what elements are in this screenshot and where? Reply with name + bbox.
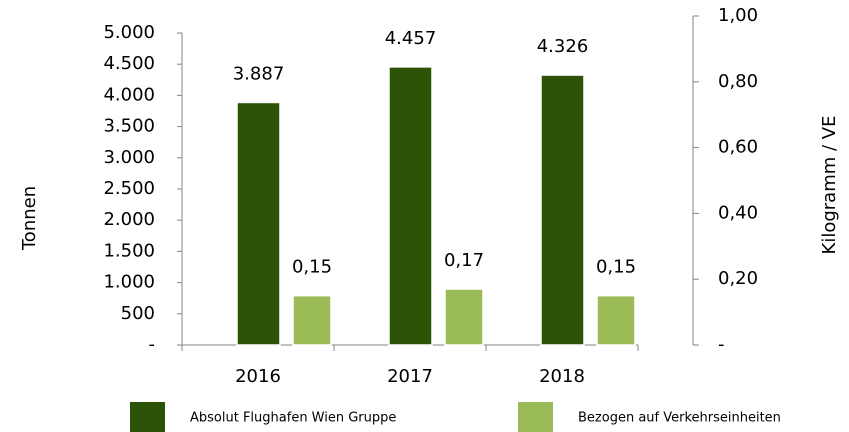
y2-tick-label: 0,40 bbox=[718, 202, 758, 223]
data-label: 0,15 bbox=[292, 257, 332, 278]
data-label: 4.326 bbox=[537, 36, 589, 57]
y2-axis-title: Kilogramm / VE bbox=[819, 116, 840, 255]
bar bbox=[292, 294, 332, 346]
y-axis-title: Tonnen bbox=[19, 186, 40, 251]
y-tick-label: 3.500 bbox=[103, 116, 155, 137]
y-tick-label: 5.000 bbox=[103, 22, 155, 43]
legend-label: Bezogen auf Verkehrseinheiten bbox=[578, 411, 781, 426]
data-label: 0,17 bbox=[444, 250, 484, 271]
y2-tick-label: 0,20 bbox=[718, 268, 758, 289]
y-tick-label: 4.000 bbox=[103, 84, 155, 105]
y-tick-label: 500 bbox=[121, 303, 155, 324]
y2-tick-label: 0,80 bbox=[718, 71, 758, 92]
y-tick-label: 3.000 bbox=[103, 147, 155, 168]
data-label: 3.887 bbox=[233, 63, 285, 84]
x-tick-label: 2016 bbox=[235, 366, 281, 387]
y-tick-label: 1.500 bbox=[103, 240, 155, 261]
bar bbox=[236, 101, 281, 346]
y-tick-label: 2.500 bbox=[103, 178, 155, 199]
legend-swatch bbox=[130, 402, 165, 432]
legend-label: Absolut Flughafen Wien Gruppe bbox=[190, 411, 396, 426]
data-label: 0,15 bbox=[596, 257, 636, 278]
data-label: 4.457 bbox=[385, 28, 437, 49]
bar bbox=[540, 74, 585, 346]
x-tick-label: 2018 bbox=[539, 366, 585, 387]
y-tick-label: 1.000 bbox=[103, 272, 155, 293]
bar bbox=[444, 288, 484, 346]
bar bbox=[388, 66, 433, 346]
bar bbox=[596, 294, 636, 346]
y2-tick-label: - bbox=[718, 334, 725, 355]
y-tick-label: 2.000 bbox=[103, 209, 155, 230]
legend-swatch bbox=[518, 402, 553, 432]
y2-tick-label: 0,60 bbox=[718, 137, 758, 158]
x-tick-label: 2017 bbox=[387, 366, 433, 387]
y-tick-label: - bbox=[149, 334, 156, 355]
y-tick-label: 4.500 bbox=[103, 53, 155, 74]
y2-tick-label: 1,00 bbox=[718, 5, 758, 26]
